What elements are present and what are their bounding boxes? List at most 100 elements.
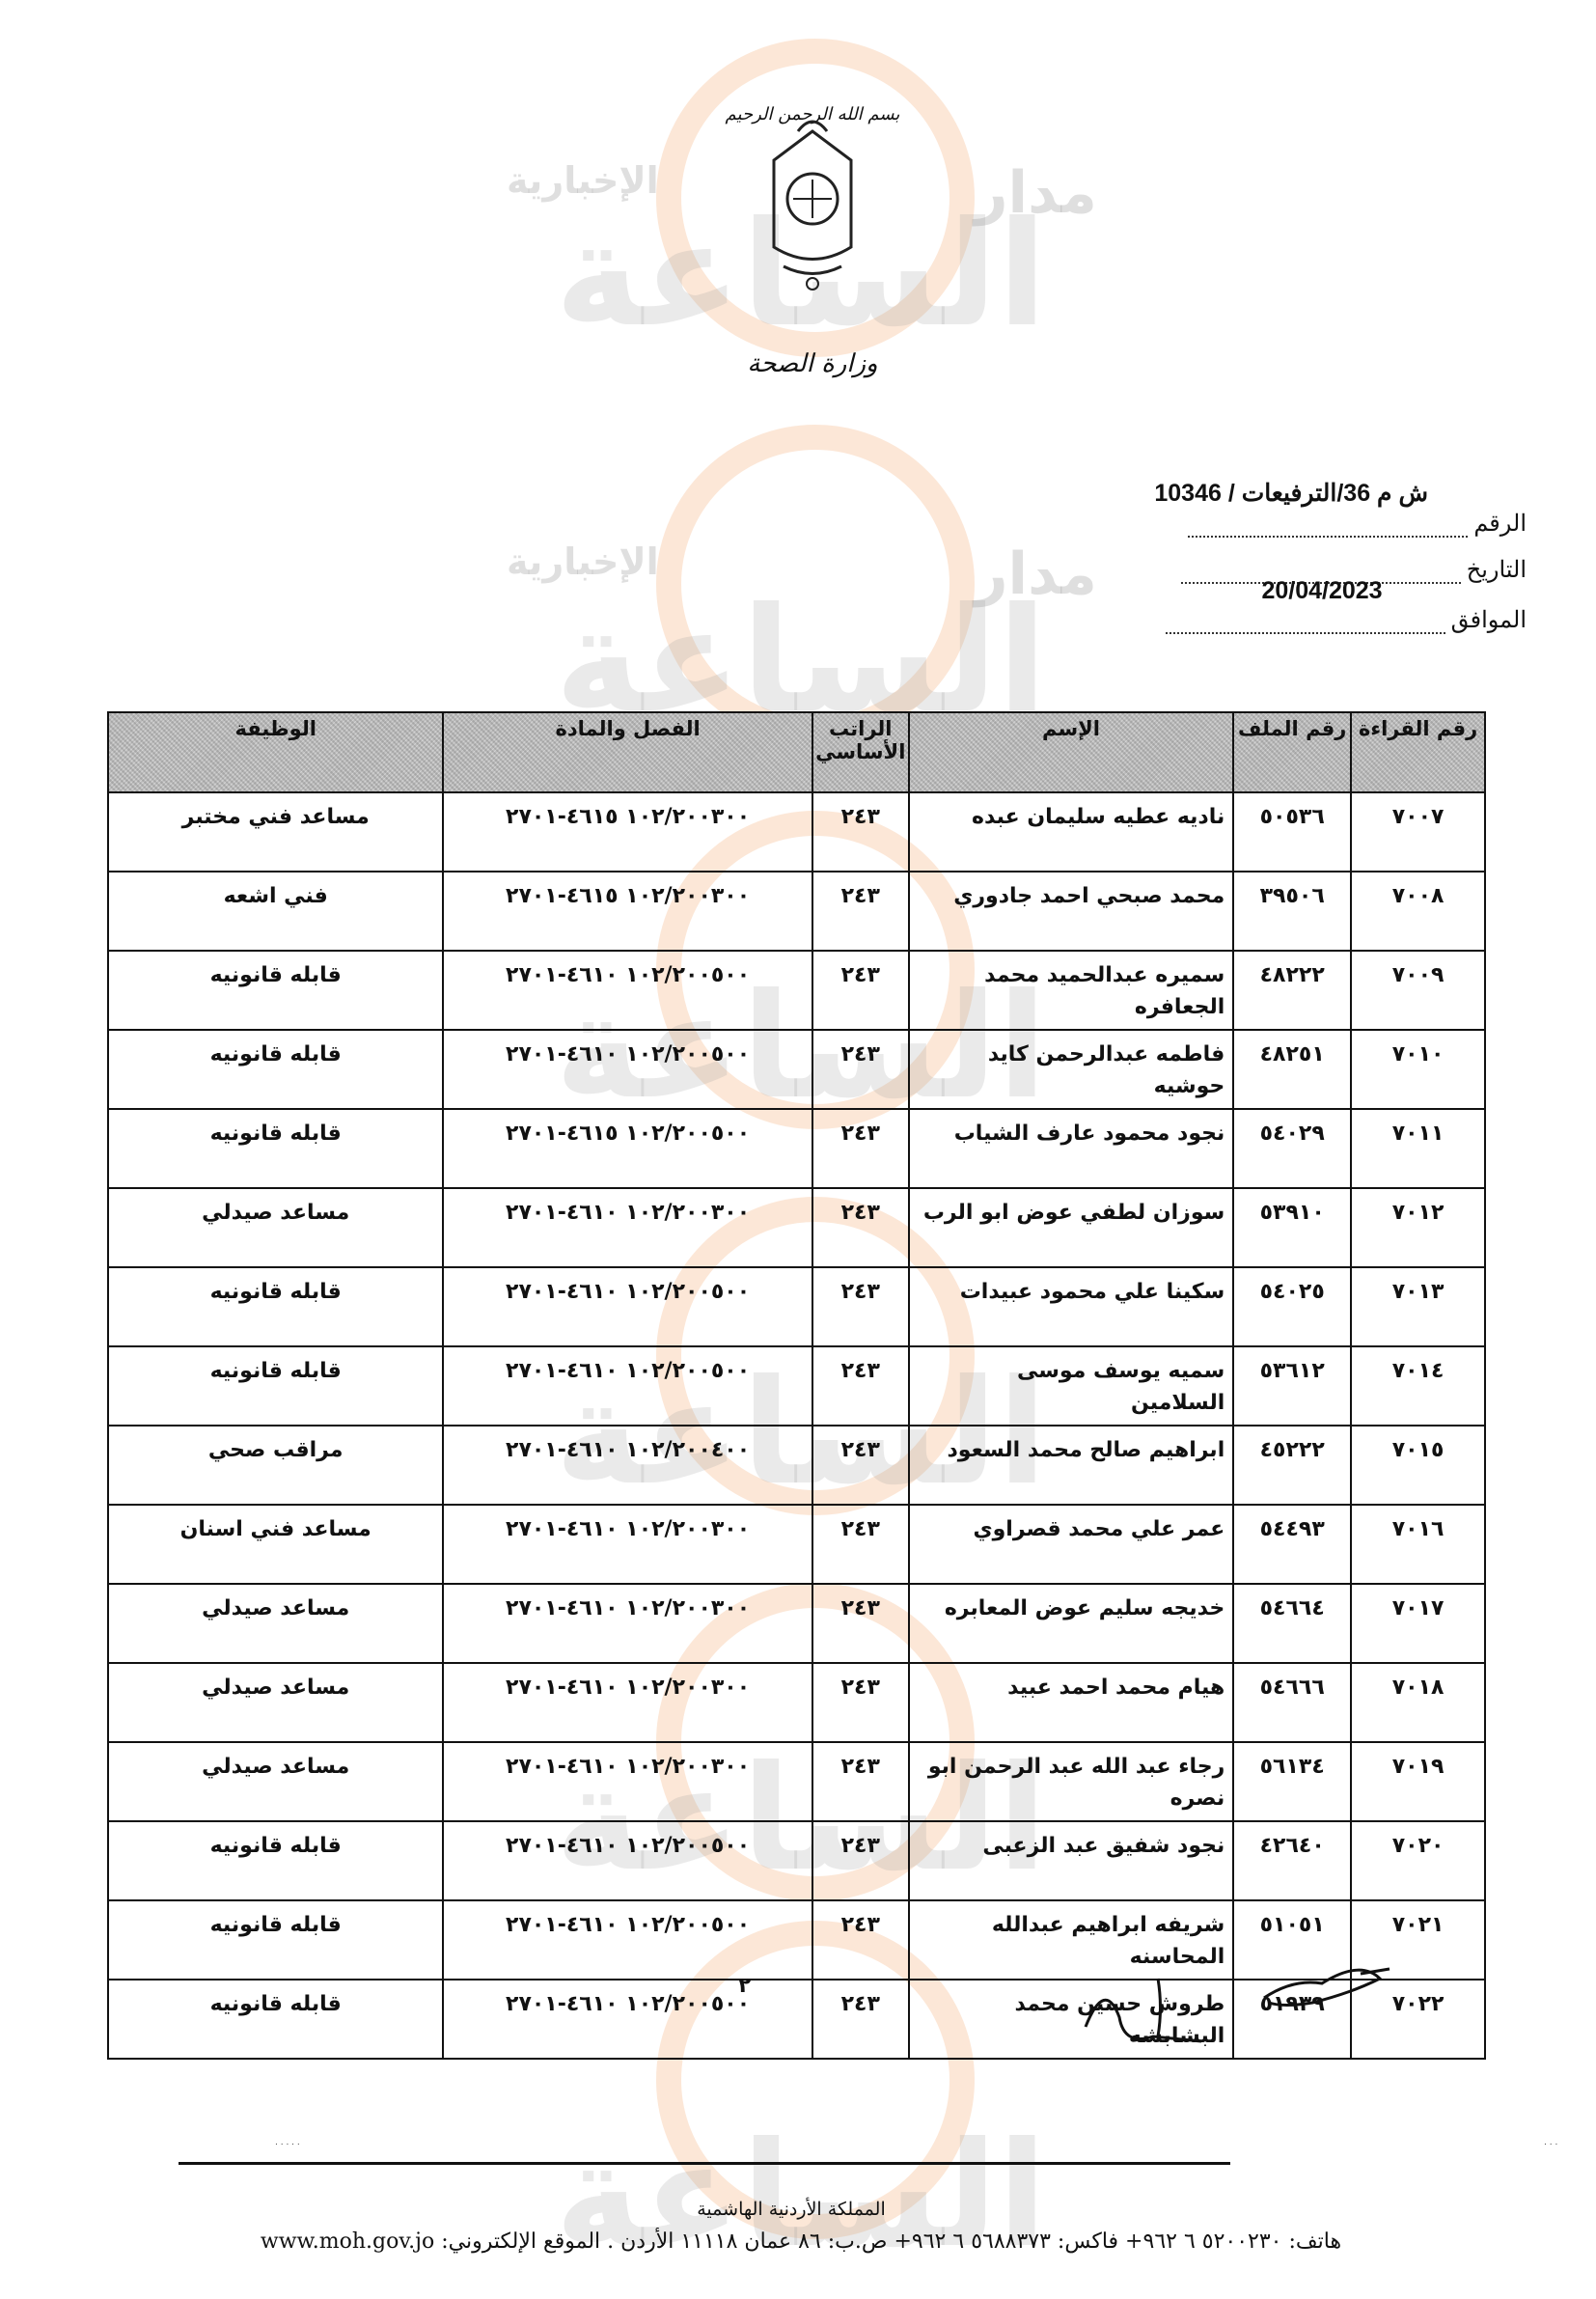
coat-of-arms-emblem xyxy=(772,120,853,291)
table-row: ٧٠١٢ ٥٣٩١٠ سوزان لطفي عوض ابو الرب ٢٤٣ ١٠٢/٢… xyxy=(106,1187,1486,1268)
cell-job: قابله قانونيه xyxy=(106,1345,445,1426)
table-row: ٧٠١٩ ٥٦١٣٤ رجاء عبد الله عبد الرحمن ابو نص… xyxy=(106,1741,1486,1822)
cell-seq: ٧٠١٤ xyxy=(1350,1345,1486,1426)
cell-seq: ٧٠٢٢ xyxy=(1350,1979,1486,2060)
cell-seq: ٧٠٠٧ xyxy=(1350,791,1486,873)
header-name: الإسم xyxy=(907,711,1235,793)
cell-salary: ٢٤٣ xyxy=(811,1899,910,1980)
date-label: التاريخ xyxy=(1466,557,1527,583)
footer-divider xyxy=(179,2162,1230,2165)
cell-job: قابله قانونيه xyxy=(106,1029,445,1110)
cell-file: ٥٤٠٢٩ xyxy=(1232,1108,1353,1189)
table-row: ٧٠١٤ ٥٣٦١٢ سميه يوسف موسى السلامين ٢٤٣ ١٠٢/٢… xyxy=(106,1345,1486,1426)
cell-job: قابله قانونيه xyxy=(106,1266,445,1347)
cell-seq: ٧٠٠٨ xyxy=(1350,871,1486,952)
cell-name: هيام محمد احمد عبيد xyxy=(907,1662,1235,1743)
header-code: الفصل والمادة xyxy=(442,711,813,793)
page-number: ٢ xyxy=(738,1974,752,1998)
print-mark: . . . xyxy=(1544,2138,1558,2147)
cell-seq: ٧٠١٦ xyxy=(1350,1504,1486,1585)
cell-name: سميه يوسف موسى السلامين xyxy=(907,1345,1235,1426)
cell-job: فني اشعه xyxy=(106,871,445,952)
table-row: ٧٠٠٨ ٣٩٥٠٦ محمد صبحي احمد جادوري ٢٤٣ ١٠٢/٢٠٠… xyxy=(106,871,1486,952)
watermark-text: الساعة xyxy=(554,2112,1048,2280)
table-row: ٧٠٠٩ ٤٨٢٢٢ سميره عبدالحميد محمد الجعافره ٢٤… xyxy=(106,950,1486,1031)
reference-number: ش م 36/الترفيعات / 10346 xyxy=(1154,480,1428,507)
signature xyxy=(1084,1978,1202,2043)
signature xyxy=(1263,1967,1390,2007)
cell-file: ٤٨٢٢٢ xyxy=(1232,950,1353,1031)
cell-salary: ٢٤٣ xyxy=(811,1425,910,1506)
promotions-table: رقم القراءة رقم الملف الإسم الراتب الأسا… xyxy=(106,711,1486,2060)
watermark-top: مدار xyxy=(975,159,1097,227)
cell-name: ابراهيم صالح محمد السعود xyxy=(907,1425,1235,1506)
cell-code: ١٠٢/٢٠٠٣٠٠ ٤٦١٥-٢٧٠١ xyxy=(442,791,813,873)
watermark-text: الساعة xyxy=(554,191,1048,359)
cell-file: ٤٢٦٤٠ xyxy=(1232,1820,1353,1901)
cell-salary: ٢٤٣ xyxy=(811,1029,910,1110)
cell-job: قابله قانونيه xyxy=(106,1820,445,1901)
table-row: ٧٠٢٢ ٥١٩٣٩ طروش حسين محمد البشابشه ٢٤٣ ١٠٢/٢… xyxy=(106,1979,1486,2060)
cell-seq: ٧٠١٥ xyxy=(1350,1425,1486,1506)
cell-file: ٥٣٩١٠ xyxy=(1232,1187,1353,1268)
cell-job: مساعد صيدلي xyxy=(106,1741,445,1822)
cell-file: ٤٨٢٥١ xyxy=(1232,1029,1353,1110)
cell-name: نجود شفيق عبد الزعبى xyxy=(907,1820,1235,1901)
cell-name: رجاء عبد الله عبد الرحمن ابو نصره xyxy=(907,1741,1235,1822)
table-row: ٧٠٠٧ ٥٠٥٣٦ ناديه عطيه سليمان عبده ٢٤٣ ١٠٢/٢٠… xyxy=(106,791,1486,873)
cell-code: ١٠٢/٢٠٠٣٠٠ ٤٦١٠-٢٧٠١ xyxy=(442,1187,813,1268)
cell-code: ١٠٢/٢٠٠٤٠٠ ٤٦١٠-٢٧٠١ xyxy=(442,1425,813,1506)
cell-job: قابله قانونيه xyxy=(106,1979,445,2060)
ministry-name: وزارة الصحة xyxy=(747,349,878,378)
table-header-row: رقم القراءة رقم الملف الإسم الراتب الأسا… xyxy=(106,711,1486,793)
table-row: ٧٠١٦ ٥٤٤٩٣ عمر علي محمد قصراوي ٢٤٣ ١٠٢/٢٠٠٣٠… xyxy=(106,1504,1486,1585)
cell-salary: ٢٤٣ xyxy=(811,791,910,873)
corresponding-label: الموافق xyxy=(1450,607,1527,633)
cell-code: ١٠٢/٢٠٠٥٠٠ ٤٦١٠-٢٧٠١ xyxy=(442,1899,813,1980)
cell-salary: ٢٤٣ xyxy=(811,950,910,1031)
cell-seq: ٧٠١٣ xyxy=(1350,1266,1486,1347)
cell-seq: ٧٠٢١ xyxy=(1350,1899,1486,1980)
cell-job: مساعد صيدلي xyxy=(106,1583,445,1664)
table-row: ٧٠١٥ ٤٥٢٢٢ ابراهيم صالح محمد السعود ٢٤٣ ١٠٢/… xyxy=(106,1425,1486,1506)
cell-seq: ٧٠١٩ xyxy=(1350,1741,1486,1822)
cell-name: محمد صبحي احمد جادوري xyxy=(907,871,1235,952)
table-row: ٧٠٢٠ ٤٢٦٤٠ نجود شفيق عبد الزعبى ٢٤٣ ١٠٢/٢٠٠٥… xyxy=(106,1820,1486,1901)
header-seq: رقم القراءة xyxy=(1350,711,1486,793)
cell-name: شريفه ابراهيم عبدالله المحاسنه xyxy=(907,1899,1235,1980)
cell-file: ٥٣٦١٢ xyxy=(1232,1345,1353,1426)
cell-salary: ٢٤٣ xyxy=(811,1662,910,1743)
cell-salary: ٢٤٣ xyxy=(811,1504,910,1585)
cell-salary: ٢٤٣ xyxy=(811,1266,910,1347)
watermark-sub: الإخبارية xyxy=(507,159,659,202)
cell-salary: ٢٤٣ xyxy=(811,1345,910,1426)
cell-file: ٥٤٦٦٤ xyxy=(1232,1583,1353,1664)
cell-file: ٤٥٢٢٢ xyxy=(1232,1425,1353,1506)
table-row: ٧٠١٧ ٥٤٦٦٤ خديجه سليم عوض المعابره ٢٤٣ ١٠٢/٢… xyxy=(106,1583,1486,1664)
cell-code: ١٠٢/٢٠٠٥٠٠ ٤٦١٠-٢٧٠١ xyxy=(442,1820,813,1901)
cell-name: سميره عبدالحميد محمد الجعافره xyxy=(907,950,1235,1031)
cell-job: مساعد صيدلي xyxy=(106,1662,445,1743)
footer-kingdom: المملكة الأردنية الهاشمية xyxy=(697,2199,886,2220)
dotted-line xyxy=(1188,522,1469,538)
cell-salary: ٢٤٣ xyxy=(811,1108,910,1189)
cell-name: سكينا علي محمود عبيدات xyxy=(907,1266,1235,1347)
cell-file: ٥١٠٥١ xyxy=(1232,1899,1353,1980)
bismillah: بسم الله الرحمن الرحيم xyxy=(725,104,900,125)
cell-name: ناديه عطيه سليمان عبده xyxy=(907,791,1235,873)
cell-salary: ٢٤٣ xyxy=(811,1820,910,1901)
cell-name: فاطمه عبدالرحمن كايد حوشيه xyxy=(907,1029,1235,1110)
cell-code: ١٠٢/٢٠٠٥٠٠ ٤٦١٠-٢٧٠١ xyxy=(442,950,813,1031)
watermark-top: مدار xyxy=(975,540,1097,608)
cell-name: طروش حسين محمد البشابشه xyxy=(907,1979,1235,2060)
cell-seq: ٧٠١٨ xyxy=(1350,1662,1486,1743)
cell-job: مراقب صحي xyxy=(106,1425,445,1506)
table-row: ٧٠١٠ ٤٨٢٥١ فاطمه عبدالرحمن كايد حوشيه ٢٤٣ ١٠… xyxy=(106,1029,1486,1110)
cell-code: ١٠٢/٢٠٠٣٠٠ ٤٦١٥-٢٧٠١ xyxy=(442,871,813,952)
cell-code: ١٠٢/٢٠٠٥٠٠ ٤٦١٠-٢٧٠١ xyxy=(442,1029,813,1110)
cell-job: مساعد فني مختبر xyxy=(106,791,445,873)
cell-salary: ٢٤٣ xyxy=(811,1187,910,1268)
header-job: الوظيفة xyxy=(106,711,445,793)
cell-seq: ٧٠١١ xyxy=(1350,1108,1486,1189)
date-field: التاريخ xyxy=(1180,556,1527,584)
